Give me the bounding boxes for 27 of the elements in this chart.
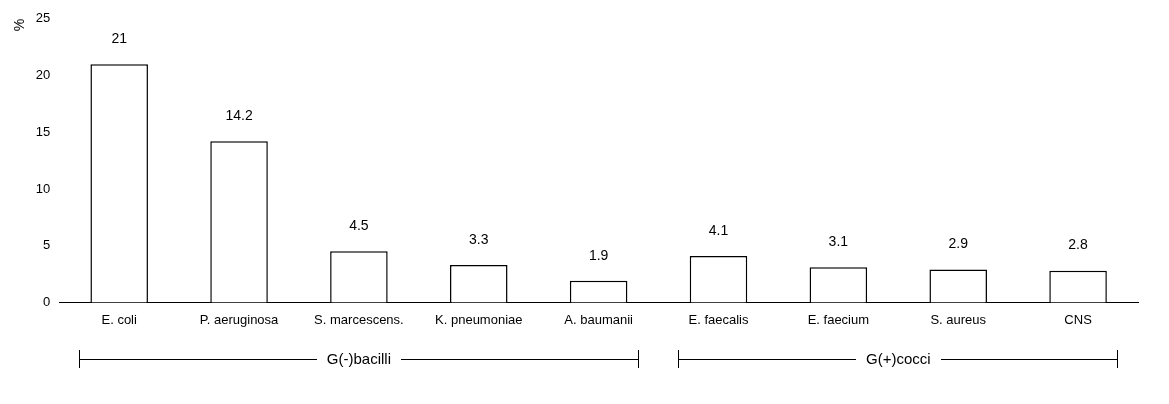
y-tick-label: 15 — [35, 123, 51, 139]
y-axis-title: % — [11, 18, 28, 32]
data-label: 21 — [111, 30, 128, 47]
text: G(-)bacilli — [316, 350, 401, 367]
data-label: 3.1 — [828, 233, 849, 250]
data-label: 1.9 — [588, 246, 609, 263]
data-label: 2.9 — [948, 235, 969, 252]
y-tick-label: 0 — [43, 293, 51, 309]
data-label: 4.1 — [708, 221, 729, 238]
x-tick-label: S. marcescens. — [314, 311, 404, 327]
x-tick-label: P. aeruginosa — [199, 311, 280, 327]
data-label: 14.2 — [225, 107, 253, 124]
data-label: 4.5 — [349, 217, 369, 234]
x-tick-label: A. baumanii — [564, 311, 634, 327]
y-tick-label: 25 — [35, 10, 51, 26]
text: G(+)cocci — [855, 350, 941, 367]
y-tick-label: 20 — [35, 67, 51, 83]
x-tick-label: E. coli — [101, 311, 137, 327]
x-tick-label: K. pneumoniae — [435, 311, 523, 327]
x-tick-label: S. aureus — [930, 311, 987, 327]
x-tick-label: CNS — [1064, 311, 1093, 327]
y-tick-label: 5 — [43, 237, 51, 253]
data-label: 3.3 — [469, 230, 489, 247]
data-label: 2.8 — [1068, 236, 1089, 253]
y-tick-label: 10 — [35, 180, 51, 196]
x-tick-label: E. faecium — [807, 311, 870, 327]
x-tick-label: E. faecalis — [688, 311, 749, 327]
